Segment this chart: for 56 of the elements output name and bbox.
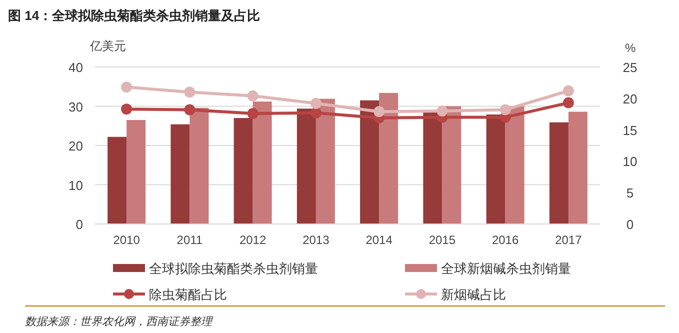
point — [121, 104, 132, 115]
y2-tick-label: 15 — [622, 122, 638, 138]
x-tick-label: 2016 — [492, 233, 519, 247]
source-note: 数据来源：世界农化网，西南证券整理 — [25, 315, 214, 328]
y2-tick-label: 25 — [622, 60, 638, 75]
bar — [505, 106, 524, 224]
x-tick-label: 2012 — [239, 233, 266, 247]
bar — [423, 112, 442, 224]
x-tick-label: 2017 — [555, 233, 582, 247]
point — [247, 90, 258, 102]
legend-label: 全球拟除虫菊酯类杀虫剂销量 — [149, 261, 318, 276]
y-tick-label: 20 — [68, 138, 83, 154]
bar — [296, 108, 316, 224]
y2-tick-label: 20 — [622, 91, 638, 106]
legend-label: 新烟碱占比 — [441, 287, 506, 302]
point — [247, 108, 258, 119]
bar — [442, 106, 462, 224]
bar — [316, 98, 335, 224]
y-tick-label: 30 — [68, 99, 83, 114]
legend-label: 全球新烟碱杀虫剂销量 — [441, 261, 571, 276]
bar — [379, 92, 398, 224]
point — [121, 82, 132, 93]
point — [562, 97, 574, 108]
bar — [486, 114, 506, 224]
bar — [170, 124, 190, 224]
y2-axis-title: % — [625, 41, 636, 55]
y-tick-label: 0 — [76, 217, 83, 232]
legend-label: 除虫菊酯占比 — [149, 287, 227, 302]
bar — [234, 118, 253, 224]
y2-tick-label: 10 — [622, 154, 638, 170]
point — [374, 106, 385, 118]
point — [500, 104, 511, 116]
point — [184, 86, 196, 98]
bar — [360, 100, 380, 224]
point — [310, 98, 322, 109]
bar — [549, 122, 568, 224]
x-tick-label: 2015 — [428, 233, 456, 247]
point — [184, 104, 196, 116]
bar — [190, 108, 209, 224]
x-tick-label: 2013 — [302, 233, 330, 247]
point — [562, 85, 574, 96]
chart-title: 图 14：全球拟除虫菊酯类杀虫剂销量及占比 — [8, 8, 260, 23]
x-tick-label: 2014 — [366, 233, 393, 247]
bar — [108, 136, 127, 224]
point — [436, 105, 448, 116]
bar — [126, 120, 146, 224]
x-tick-label: 2010 — [113, 233, 140, 247]
y-tick-label: 40 — [68, 60, 83, 75]
y-tick-label: 10 — [68, 178, 83, 193]
y2-tick-label: 5 — [626, 186, 634, 201]
y-axis-title: 亿美元 — [89, 39, 126, 53]
y2-tick-label: 0 — [626, 217, 634, 232]
x-tick-label: 2011 — [176, 233, 203, 247]
bar — [568, 112, 588, 224]
point — [310, 107, 322, 118]
bar — [252, 102, 272, 224]
